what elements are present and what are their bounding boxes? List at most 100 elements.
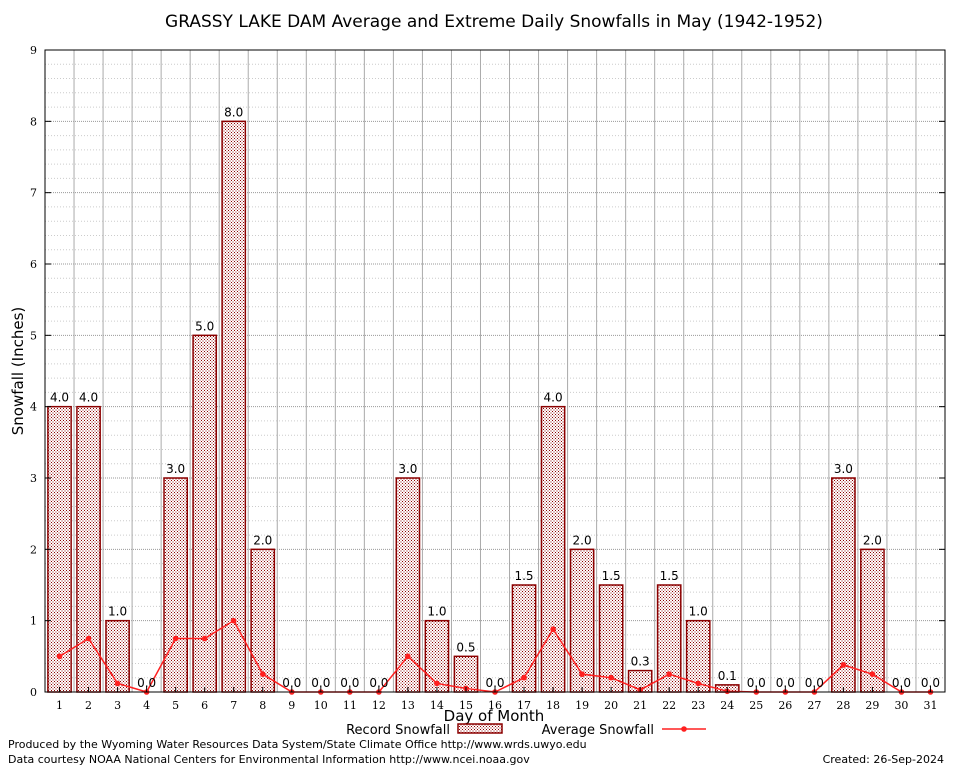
bar-value-label: 0.0 bbox=[776, 676, 795, 690]
y-tick-label: 2 bbox=[30, 543, 37, 556]
bar-day-8 bbox=[250, 548, 276, 693]
chart-title: GRASSY LAKE DAM Average and Extreme Dail… bbox=[165, 12, 823, 32]
bar-value-label: 5.0 bbox=[195, 319, 214, 333]
average-point-day-7 bbox=[230, 617, 237, 624]
average-point-day-29 bbox=[869, 671, 876, 677]
y-tick-label: 3 bbox=[30, 472, 37, 485]
bar-day-13 bbox=[395, 477, 421, 693]
y-tick-label: 9 bbox=[30, 44, 37, 57]
average-point-day-28 bbox=[840, 662, 847, 668]
x-tick-label: 21 bbox=[633, 699, 647, 712]
x-tick-label: 6 bbox=[201, 699, 208, 712]
bars bbox=[47, 120, 885, 693]
x-tick-label: 1 bbox=[56, 699, 63, 712]
bar-value-label: 0.0 bbox=[137, 676, 156, 690]
bar-value-label: 3.0 bbox=[398, 462, 417, 476]
average-point-day-8 bbox=[259, 671, 266, 677]
y-tick-label: 4 bbox=[30, 401, 37, 414]
average-point-day-14 bbox=[434, 680, 440, 687]
bar-value-label: 0.0 bbox=[485, 676, 504, 690]
y-axis-label: Snowfall (Inches) bbox=[9, 307, 27, 435]
x-tick-label: 26 bbox=[778, 699, 792, 712]
bar-value-label: 0.0 bbox=[747, 676, 766, 690]
bar-value-label: 2.0 bbox=[573, 533, 592, 547]
average-point-day-6 bbox=[201, 635, 208, 642]
x-tick-label: 7 bbox=[230, 699, 237, 712]
x-tick-label: 5 bbox=[172, 699, 179, 712]
x-tick-label: 2 bbox=[85, 699, 92, 712]
x-tick-label: 9 bbox=[288, 699, 295, 712]
y-tick-label: 0 bbox=[30, 686, 37, 699]
bar-value-label: 1.0 bbox=[427, 605, 446, 619]
x-tick-label: 4 bbox=[143, 699, 150, 712]
y-tick-label: 8 bbox=[30, 115, 37, 128]
x-tick-label: 13 bbox=[401, 699, 415, 712]
average-point-day-1 bbox=[56, 653, 63, 660]
average-point-day-22 bbox=[666, 671, 672, 677]
bar-value-label: 3.0 bbox=[834, 462, 853, 476]
bar-day-2 bbox=[76, 405, 101, 693]
x-tick-label: 28 bbox=[836, 699, 850, 712]
average-point-day-17 bbox=[521, 674, 527, 681]
x-tick-label: 15 bbox=[459, 699, 473, 712]
bar-day-18 bbox=[540, 405, 566, 693]
bar-day-7 bbox=[221, 120, 247, 693]
x-tick-label: 12 bbox=[372, 699, 386, 712]
average-point-day-5 bbox=[172, 635, 179, 642]
x-tick-label: 30 bbox=[894, 699, 908, 712]
x-tick-label: 25 bbox=[749, 699, 763, 712]
credit-line-1: Produced by the Wyoming Water Resources … bbox=[8, 738, 587, 751]
x-tick-label: 22 bbox=[662, 699, 676, 712]
bar-value-labels: 4.0 4.0 1.0 0.0 3.0 5.0 8.0 2.0 0.0 0.0 0.0 0.0 3.0 1… bbox=[50, 105, 940, 690]
bar-value-label: 0.0 bbox=[340, 676, 359, 690]
bar-day-5 bbox=[163, 477, 189, 693]
bar-value-label: 3.0 bbox=[166, 462, 185, 476]
x-tick-label: 10 bbox=[314, 699, 328, 712]
credit-line-2: Data courtesy NOAA National Centers for … bbox=[8, 753, 530, 766]
bar-value-label: 0.0 bbox=[369, 676, 388, 690]
bar-value-label: 1.0 bbox=[689, 605, 708, 619]
legend: Record Snowfall Average Snowfall bbox=[346, 723, 706, 738]
x-tick-label: 3 bbox=[114, 699, 121, 712]
bar-value-label: 0.3 bbox=[631, 655, 650, 669]
average-point-day-3 bbox=[114, 680, 121, 687]
bar-day-1 bbox=[47, 405, 72, 693]
x-tick-label: 31 bbox=[923, 699, 937, 712]
bar-value-label: 1.5 bbox=[602, 569, 621, 583]
x-tick-label: 20 bbox=[604, 699, 618, 712]
average-point-day-13 bbox=[405, 653, 411, 660]
x-tick-label: 27 bbox=[807, 699, 821, 712]
bar-value-label: 1.5 bbox=[514, 569, 533, 583]
bar-value-label: 2.0 bbox=[253, 533, 272, 547]
y-tick-label: 7 bbox=[30, 187, 37, 200]
average-point-day-20 bbox=[608, 674, 614, 681]
legend-label-average: Average Snowfall bbox=[542, 723, 654, 738]
x-axis-label: Day of Month bbox=[444, 707, 545, 725]
bar-day-29 bbox=[860, 548, 885, 693]
x-tick-label: 16 bbox=[488, 699, 502, 712]
x-tick-label: 18 bbox=[546, 699, 560, 712]
bar-day-28 bbox=[831, 477, 856, 693]
x-tick-label: 11 bbox=[343, 699, 357, 712]
average-point-day-19 bbox=[579, 671, 585, 677]
bar-value-label: 0.1 bbox=[718, 669, 737, 683]
bar-value-label: 1.5 bbox=[660, 569, 679, 583]
x-tick-label: 24 bbox=[720, 699, 734, 712]
bar-value-label: 4.0 bbox=[544, 391, 563, 405]
y-tick-label: 5 bbox=[30, 329, 37, 342]
bar-value-label: 8.0 bbox=[224, 105, 243, 119]
bar-day-19 bbox=[569, 548, 595, 693]
bar-value-label: 4.0 bbox=[50, 391, 69, 405]
legend-swatch-record bbox=[457, 723, 503, 734]
average-point-day-18 bbox=[550, 626, 556, 633]
bar-value-label: 2.0 bbox=[863, 533, 882, 547]
average-point-day-23 bbox=[695, 680, 702, 687]
bar-value-label: 0.0 bbox=[805, 676, 824, 690]
created-date: Created: 26-Sep-2024 bbox=[822, 753, 944, 766]
x-tick-label: 29 bbox=[865, 699, 879, 712]
x-tick-label: 14 bbox=[430, 699, 444, 712]
average-point-day-2 bbox=[85, 635, 92, 642]
x-tick-label: 19 bbox=[575, 699, 589, 712]
